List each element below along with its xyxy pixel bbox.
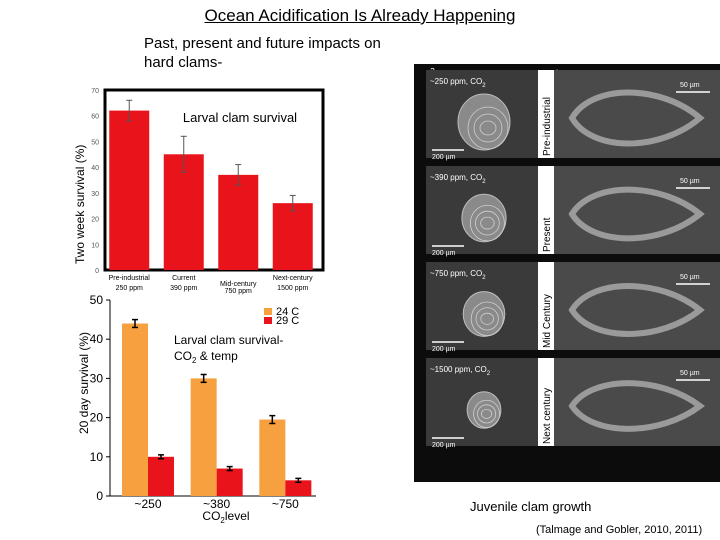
- chart1-y-tick-label: 50: [91, 139, 99, 146]
- era-label-strip: [538, 358, 554, 446]
- clam-shell-ridge: [480, 312, 494, 325]
- chart2-title-line2: CO2 & temp: [174, 349, 238, 365]
- micrograph-caption: Juvenile clam growth: [470, 499, 592, 514]
- clam-shell-ridge: [473, 113, 503, 143]
- chart1-y-tick-label: 30: [91, 191, 99, 198]
- chart2-bar-high-temp: [285, 480, 312, 496]
- clam-shell-ridge: [480, 216, 495, 230]
- era-label: Pre-industrial: [542, 97, 553, 156]
- clam-shell-ridge: [479, 120, 497, 136]
- chart1-bar: [109, 110, 150, 270]
- chart2-legend-swatch: [264, 317, 272, 324]
- chart2-title-line1: Larval clam survival-: [174, 333, 283, 347]
- shell-cross-section: [568, 380, 705, 432]
- chart2-legend-label: 29 C: [276, 315, 299, 327]
- chart2-legend-swatch: [264, 308, 272, 315]
- chart1-y-tick-label: 40: [91, 165, 99, 172]
- chart2-x-tick-label: ~250: [134, 497, 161, 511]
- scale-label-left: 200 µm: [432, 346, 456, 353]
- chart2-y-tick-label: 30: [90, 371, 104, 385]
- chart2-y-tick-label: 20: [90, 411, 104, 425]
- chart1-y-tick-label: 60: [91, 114, 99, 121]
- page-subtitle: Past, present and future impacts on hard…: [144, 35, 381, 71]
- co2-level-label: ~1500 ppm, CO2: [430, 365, 491, 377]
- clam-shell-ridge: [481, 408, 493, 419]
- co2-level-label: ~750 ppm, CO2: [430, 269, 486, 281]
- era-label-strip: [538, 262, 554, 350]
- clam-shell-ridge: [477, 404, 497, 424]
- scale-label-right: 50 µm: [680, 370, 700, 377]
- chart1-bar: [272, 203, 313, 270]
- chart1-bar: [218, 174, 259, 270]
- scale-label-left: 200 µm: [432, 442, 456, 449]
- clam-shell-ridge: [467, 106, 509, 150]
- scale-label-right: 50 µm: [680, 178, 700, 185]
- scale-label-right: 50 µm: [680, 82, 700, 89]
- era-label-strip: [538, 166, 554, 254]
- chart2-x-tick-label: ~750: [272, 497, 299, 511]
- chart2-legend-label: 24 C: [276, 306, 299, 318]
- chart2-y-tick-label: 50: [90, 294, 104, 307]
- chart1-x-tick-sublabel: 250 ppm: [116, 285, 143, 292]
- chart1-bar: [163, 154, 204, 270]
- shell-cross-section: [568, 283, 705, 337]
- clam-shell-ridge: [475, 210, 500, 236]
- clam-shell-ridge: [470, 204, 505, 242]
- chart1-x-tick-sublabel: 390 ppm: [170, 285, 197, 292]
- chart2-bar-low-temp: [190, 378, 217, 496]
- citation: (Talmage and Gobler, 2010, 2011): [536, 524, 703, 536]
- chart2-bar-low-temp: [259, 419, 286, 496]
- chart1-y-tick-label: 0: [95, 268, 99, 275]
- era-label: Mid Century: [542, 294, 553, 348]
- chart2-bar-low-temp: [122, 323, 148, 496]
- chart2-bar-high-temp: [216, 468, 243, 496]
- chart2-y-tick-label: 10: [90, 450, 104, 464]
- shell-cross-section: [568, 186, 705, 242]
- chart2-y-tick-label: 40: [90, 332, 104, 346]
- chart1-title: Larval clam survival: [183, 110, 297, 125]
- co2-level-label: ~390 ppm, CO2: [430, 173, 486, 185]
- chart2-y-tick-label: 0: [96, 489, 103, 503]
- scale-label-left: 200 µm: [432, 250, 456, 257]
- chart1-x-tick-label: Mid-century: [220, 281, 257, 288]
- clam-shell-ridge: [473, 399, 500, 428]
- clam-shell-ridge: [475, 307, 499, 331]
- chart2-x-tick-label: ~380: [203, 497, 230, 511]
- chart1-x-tick-label: Next-century: [273, 275, 313, 282]
- era-label: Present: [542, 217, 553, 252]
- era-label-strip: [538, 70, 554, 158]
- chart1-x-tick-label: Current: [172, 275, 195, 282]
- survival-temp-chart: 20 day survival (%) 0 10 20 30 40 50 24 C29 C…: [77, 294, 316, 525]
- chart1-y-tick-label: 20: [91, 217, 99, 224]
- shell-cross-section: [568, 89, 705, 147]
- chart1-y-tick-label: 10: [91, 242, 99, 249]
- co2-level-label: ~250 ppm, CO2: [430, 77, 486, 89]
- chart2-x-axis-label: CO2level: [202, 509, 249, 525]
- chart1-x-tick-label: Pre-industrial: [109, 275, 151, 282]
- chart2-bar-high-temp: [148, 456, 174, 496]
- chart1-y-tick-label: 70: [91, 88, 99, 95]
- clam-shell-ridge: [470, 301, 504, 336]
- scale-label-left: 200 µm: [432, 154, 456, 161]
- larval-survival-chart: Two week survival (%) 0 10 20 30 40 50 60 70 La…: [73, 88, 325, 295]
- page-title: Ocean Acidification Is Already Happening: [204, 6, 516, 25]
- chart1-x-tick-sublabel: 1500 ppm: [277, 285, 308, 292]
- chart2-y-axis-label: 20 day survival (%): [77, 332, 91, 434]
- chart1-x-tick-sublabel: 750 ppm: [225, 288, 252, 295]
- scale-label-right: 50 µm: [680, 274, 700, 281]
- era-label: Next century: [542, 388, 553, 444]
- chart1-y-axis-label: Two week survival (%): [73, 145, 87, 264]
